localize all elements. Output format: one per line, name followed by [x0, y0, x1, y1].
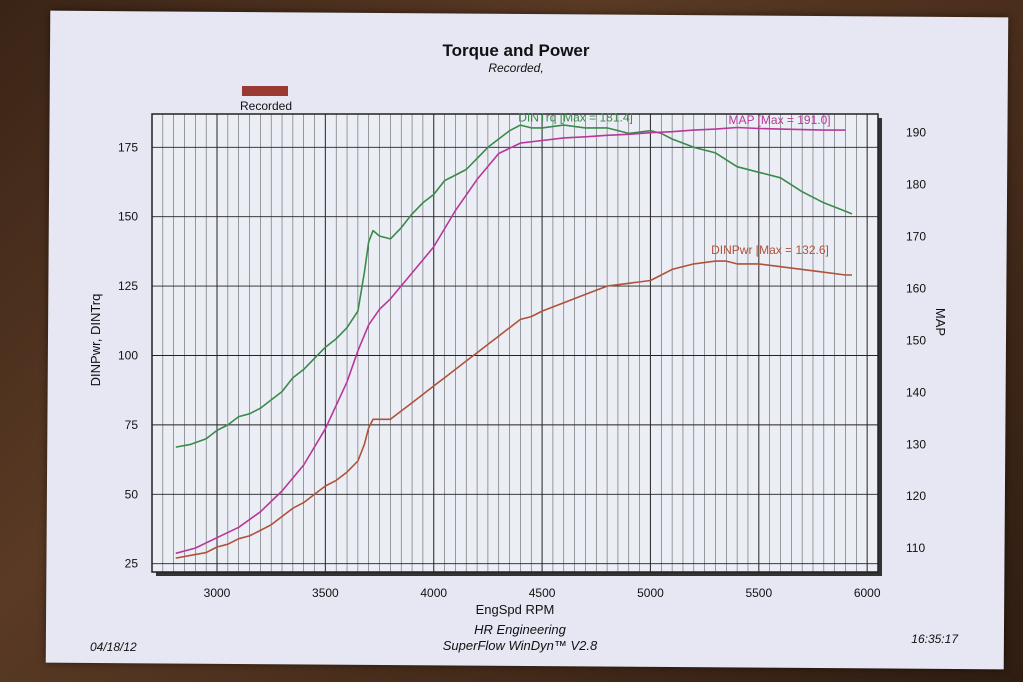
x-axis-label: EngSpd RPM [476, 602, 555, 617]
x-tick-label: 4000 [420, 586, 447, 600]
y2-tick-label: 120 [906, 489, 926, 503]
footer-company: HR Engineering [474, 622, 567, 637]
chart-title: Torque and Power [442, 41, 589, 60]
y-tick-label: 150 [118, 210, 138, 224]
legend-label-recorded: Recorded [240, 99, 292, 113]
plot-shadow [151, 113, 882, 576]
axis-ticks: 3000 3500 4000 4500 5000 5500 6000 25 50 75 100 125… [118, 126, 926, 600]
series-line-dinpwr [175, 260, 852, 559]
legend-swatch-recorded [242, 86, 288, 96]
series-label-dinpwr: DINPwr [Max = 132.6] [711, 243, 829, 257]
x-tick-label: 6000 [854, 586, 881, 600]
y-tick-label: 25 [125, 557, 139, 571]
y2-tick-label: 130 [906, 437, 926, 451]
plot-box [151, 113, 879, 573]
y-tick-label: 125 [118, 279, 138, 293]
y2-tick-label: 190 [906, 126, 926, 140]
data-series [175, 124, 853, 559]
y2-tick-label: 110 [906, 541, 925, 555]
y2-axis-label: MAP [933, 308, 948, 336]
y-tick-label: 100 [118, 348, 138, 362]
footer-software: SuperFlow WinDyn™ V2.8 [443, 638, 598, 653]
y-tick-label: 75 [125, 418, 139, 432]
series-label-dintrq: DINTrq [Max = 181.4] [518, 110, 633, 124]
footer-date: 04/18/12 [90, 640, 137, 654]
y2-tick-label: 150 [906, 333, 926, 347]
series-line-map [175, 126, 846, 555]
x-tick-label: 5500 [745, 586, 772, 600]
series-labels: DINTrq [Max = 181.4] DINPwr [Max = 132.6]… [518, 110, 830, 257]
x-tick-label: 5000 [637, 586, 664, 600]
chart-grid [152, 114, 878, 572]
y-tick-label: 50 [125, 487, 139, 501]
chart-subtitle: Recorded, [488, 61, 543, 75]
y2-tick-label: 160 [906, 281, 926, 295]
x-tick-label: 4500 [529, 586, 556, 600]
y2-tick-label: 140 [906, 385, 926, 399]
y-tick-label: 175 [118, 140, 138, 154]
footer-time: 16:35:17 [911, 632, 959, 646]
y2-tick-label: 180 [906, 178, 926, 192]
series-line-dintrq [175, 124, 853, 448]
y-axis-label: DINPwr, DINTrq [88, 294, 103, 387]
series-label-map: MAP [Max = 191.0] [728, 113, 830, 127]
x-tick-label: 3000 [204, 586, 231, 600]
y2-tick-label: 170 [906, 230, 926, 244]
x-tick-label: 3500 [312, 586, 339, 600]
